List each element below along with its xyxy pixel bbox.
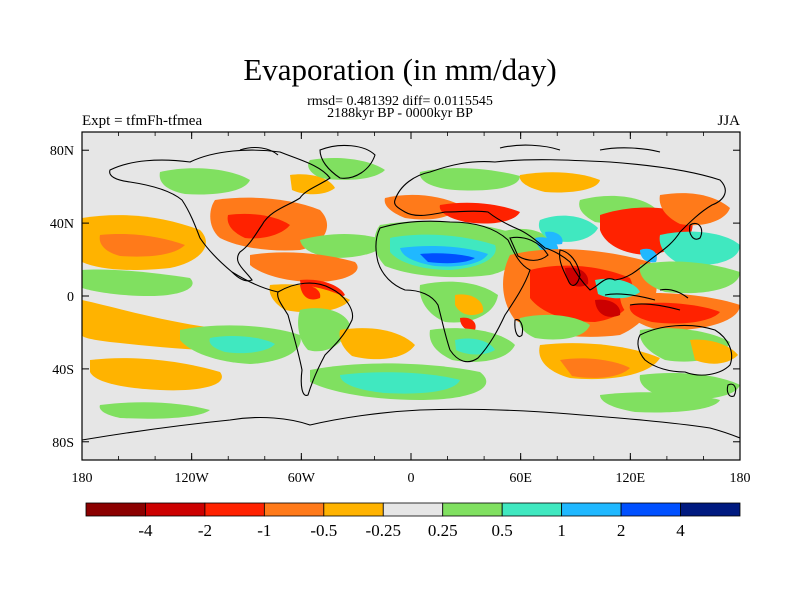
anomaly-region (560, 358, 630, 378)
anomaly-region (460, 317, 476, 331)
anomaly-region (300, 284, 321, 300)
colorbar-swatch (442, 502, 503, 517)
colorbar-label: 0.25 (428, 521, 458, 540)
axis-ticks: 180 120W 60W 0 60E 120E 180 80N 40N 0 40S 80S (50, 132, 751, 486)
lat-tick-label: 40S (52, 363, 74, 378)
coastline-north-america (109, 149, 331, 282)
colorbar-label: 2 (617, 521, 626, 540)
anomaly-region (600, 392, 720, 413)
colorbar-swatch (382, 502, 444, 517)
colorbar-label: 0.5 (492, 521, 513, 540)
lon-tick-label: 180 (72, 471, 93, 486)
experiment-label: Expt = tfmFh-tfmea (82, 113, 203, 129)
anomaly-region (659, 193, 730, 226)
anomaly-region (300, 234, 385, 258)
coastline-india (559, 249, 581, 286)
anomaly-region (90, 358, 222, 391)
lat-tick-label: 80N (50, 144, 74, 159)
season-label: JJA (717, 113, 740, 129)
anomaly-region (82, 269, 193, 296)
colorbar-swatch (680, 502, 741, 517)
coastline-japan (689, 222, 703, 240)
coastline-australia (637, 324, 733, 376)
coastline-indonesia (604, 288, 689, 311)
colorbar-label: -2 (198, 521, 212, 540)
anomaly-region (419, 168, 520, 191)
colorbar: -4 -2 -1 -0.5 -0.25 0.25 0.5 1 2 4 (85, 502, 741, 540)
anomaly-region (455, 338, 495, 355)
lon-tick-label: 60W (288, 471, 316, 486)
anomaly-region (519, 172, 600, 193)
colorbar-swatch (204, 502, 265, 517)
anomaly-region (420, 253, 475, 264)
colorbar-swatch (501, 502, 563, 517)
coastline-eurasia (394, 159, 726, 291)
anomaly-region (659, 231, 740, 266)
anomaly-region (298, 308, 350, 352)
period-line: 2188kyr BP - 0000kyr BP (327, 106, 473, 121)
coastline-antarctica (82, 408, 740, 441)
anomaly-region (690, 339, 738, 364)
colorbar-swatch (323, 502, 384, 517)
coastline-south-america (277, 282, 354, 396)
anomaly-region (595, 299, 621, 317)
anomaly-region (439, 202, 520, 224)
anomaly-region (455, 294, 484, 316)
anomaly-region (629, 302, 720, 324)
anomaly-field (82, 158, 740, 419)
lon-tick-label: 120E (616, 471, 646, 486)
anomaly-region (340, 372, 460, 394)
colorbar-label: -0.25 (366, 521, 401, 540)
coastline-central-america (231, 271, 279, 293)
anomaly-region (595, 278, 640, 299)
colorbar-swatch (85, 502, 146, 517)
colorbar-label: -0.5 (310, 521, 337, 540)
anomaly-region (99, 402, 210, 419)
lon-tick-label: 120W (175, 471, 210, 486)
colorbar-swatch (561, 502, 622, 517)
colorbar-swatch (263, 502, 325, 517)
lon-tick-label: 180 (730, 471, 751, 486)
anomaly-region (290, 174, 335, 195)
anomaly-region (209, 336, 275, 354)
anomaly-region (227, 213, 290, 239)
coastline-africa (375, 220, 531, 363)
colorbar-swatch (620, 502, 681, 517)
coastline-arctic-islands (239, 144, 661, 156)
coastlines (82, 144, 740, 441)
anomaly-region (545, 231, 563, 245)
colorbar-label: 4 (676, 521, 685, 540)
anomaly-region (384, 194, 460, 220)
anomaly-region (339, 328, 415, 360)
colorbar-swatch (145, 502, 206, 517)
anomaly-region (519, 314, 590, 340)
chart-title: Evaporation (in mm/day) (243, 52, 557, 87)
anomaly-region (99, 234, 185, 257)
colorbar-label: -1 (257, 521, 271, 540)
coastline-new-zealand (726, 383, 737, 397)
lat-tick-label: 40N (50, 217, 74, 232)
stats-line: rmsd= 0.481392 diff= 0.0115545 (307, 94, 493, 109)
lon-tick-label: 0 (408, 471, 415, 486)
anomaly-region (640, 248, 657, 263)
lat-tick-label: 0 (67, 290, 74, 305)
coastline-madagascar (514, 319, 524, 338)
coastline-greenland (319, 144, 376, 179)
anomaly-region (639, 261, 740, 294)
colorbar-label: -4 (138, 521, 153, 540)
colorbar-label: 1 (557, 521, 566, 540)
anomaly-region (159, 168, 250, 195)
coastline-arabia (509, 236, 549, 261)
anomaly-region (250, 252, 358, 282)
lat-tick-label: 80S (52, 436, 74, 451)
lon-tick-label: 60E (509, 471, 532, 486)
